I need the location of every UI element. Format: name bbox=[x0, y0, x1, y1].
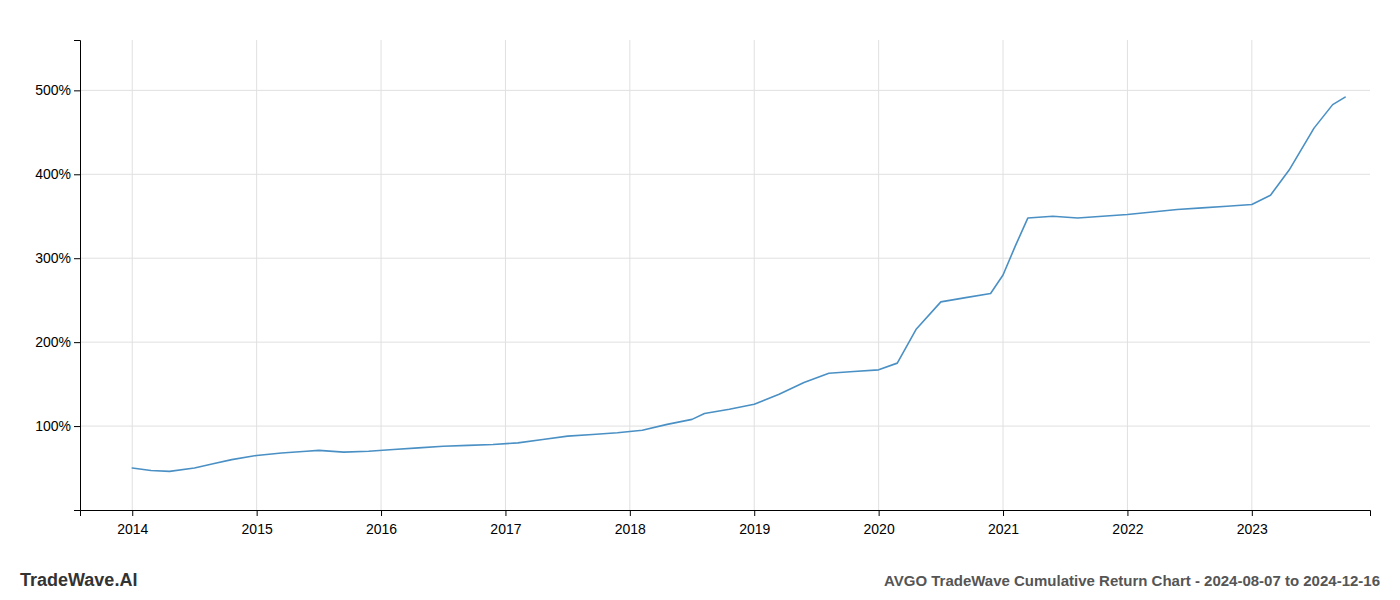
x-tick-label: 2014 bbox=[117, 521, 148, 537]
x-tick-label: 2017 bbox=[490, 521, 521, 537]
x-tick-mark bbox=[257, 510, 258, 516]
x-tick: 2020 bbox=[864, 510, 895, 537]
x-tick-mark bbox=[1252, 510, 1253, 516]
x-tick-mark bbox=[1003, 510, 1004, 516]
plot-area bbox=[132, 97, 1345, 471]
y-tick-label: 200% bbox=[35, 334, 71, 350]
x-axis: 2014 2015 2016 2017 2018 2019 2020 2021 2022 2023 bbox=[81, 510, 1371, 537]
x-tick-label: 2022 bbox=[1112, 521, 1143, 537]
x-tick: 2022 bbox=[1112, 510, 1143, 537]
line bbox=[132, 97, 1345, 471]
y-tick-mark bbox=[74, 342, 80, 343]
y-tick: 400% bbox=[35, 166, 80, 182]
y-tick-label: 500% bbox=[35, 82, 71, 98]
grid-line bbox=[381, 40, 382, 510]
grid-line bbox=[1127, 40, 1128, 510]
x-tick-mark bbox=[132, 510, 133, 516]
x-tick-mark bbox=[630, 510, 631, 516]
y-tick-mark bbox=[74, 426, 80, 427]
x-tick-label: 2015 bbox=[242, 521, 273, 537]
grid-line bbox=[629, 40, 630, 510]
x-tick-label: 2021 bbox=[988, 521, 1019, 537]
x-tick: 2014 bbox=[117, 510, 148, 537]
grid-line bbox=[505, 40, 506, 510]
y-tick: 200% bbox=[35, 334, 80, 350]
watermark: TradeWave.AI bbox=[20, 570, 137, 590]
chart: 2014 2015 2016 2017 2018 2019 2020 2021 2022 2023… bbox=[0, 0, 1400, 600]
x-tick-mark bbox=[879, 510, 880, 516]
x-tick-label: 2020 bbox=[864, 521, 895, 537]
x-axis-line bbox=[81, 511, 1371, 517]
x-tick: 2021 bbox=[988, 510, 1019, 537]
y-tick-label: 100% bbox=[35, 418, 71, 434]
x-tick-label: 2016 bbox=[366, 521, 397, 537]
y-tick-label: 300% bbox=[35, 250, 71, 266]
grid-line bbox=[80, 90, 1370, 91]
grid bbox=[80, 40, 1370, 510]
grid-line bbox=[1251, 40, 1252, 510]
y-tick: 300% bbox=[35, 250, 80, 266]
y-tick-mark bbox=[74, 174, 80, 175]
x-tick-label: 2018 bbox=[615, 521, 646, 537]
grid-line bbox=[754, 40, 755, 510]
y-tick-mark bbox=[74, 258, 80, 259]
y-axis-line bbox=[74, 41, 81, 511]
y-tick: 100% bbox=[35, 418, 80, 434]
x-tick-mark bbox=[1127, 510, 1128, 516]
x-tick-mark bbox=[754, 510, 755, 516]
x-tick: 2015 bbox=[242, 510, 273, 537]
title: AVGO TradeWave Cumulative Return Chart -… bbox=[884, 572, 1380, 589]
x-tick: 2019 bbox=[739, 510, 770, 537]
y-axis: 100% 200% 300% 400% 500% bbox=[35, 41, 80, 511]
y-tick-label: 400% bbox=[35, 166, 71, 182]
grid-line bbox=[80, 426, 1370, 427]
grid-line bbox=[80, 258, 1370, 259]
grid-line bbox=[80, 174, 1370, 175]
x-tick: 2023 bbox=[1237, 510, 1268, 537]
y-tick-mark bbox=[74, 90, 80, 91]
x-tick-mark bbox=[505, 510, 506, 516]
y-tick: 500% bbox=[35, 82, 80, 98]
x-tick: 2016 bbox=[366, 510, 397, 537]
grid-line bbox=[878, 40, 879, 510]
grid-line bbox=[80, 342, 1370, 343]
x-tick-label: 2019 bbox=[739, 521, 770, 537]
grid-line bbox=[132, 40, 133, 510]
x-tick-label: 2023 bbox=[1237, 521, 1268, 537]
x-tick: 2018 bbox=[615, 510, 646, 537]
x-tick: 2017 bbox=[490, 510, 521, 537]
x-tick-mark bbox=[381, 510, 382, 516]
grid-line bbox=[256, 40, 257, 510]
